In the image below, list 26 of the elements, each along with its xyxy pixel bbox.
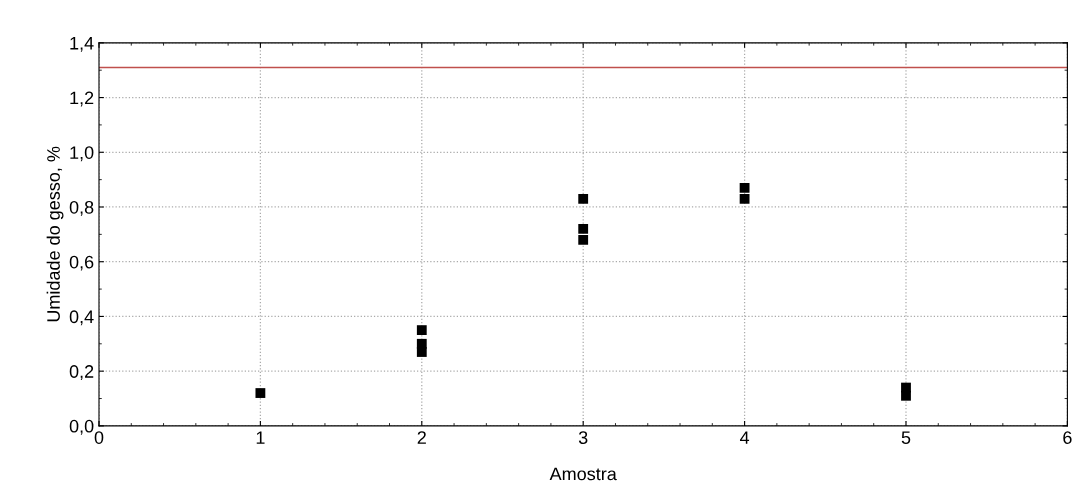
x-tick-label: 5 [901,431,911,444]
y-tick-label: 0,2 [69,365,94,381]
point [255,388,266,398]
y-tick-label: 0,4 [69,310,94,326]
x-tick-label: 6 [1063,431,1072,444]
x-tick-label: 0 [94,431,104,444]
y-tick-label: 1,2 [70,91,94,107]
y-tick-label: 1,4 [70,36,94,52]
point [416,347,427,357]
point [739,182,750,193]
point [739,193,750,204]
x-axis-title: Amostra [549,467,617,481]
x-tick-label: 4 [739,431,750,444]
x-tick-label: 2 [417,431,426,444]
y-tick-label: 0,6 [69,255,94,271]
x-tick-label: 3 [578,431,588,444]
point [578,223,589,234]
y-tick-label: 0,8 [69,200,94,216]
point [416,325,427,336]
point [578,234,589,245]
x-tick-label: 1 [256,431,265,444]
y-tick-label: 1,0 [70,146,94,162]
y-tick-label: 0,0 [69,419,94,435]
y-axis-title: Umidade do gesso, % [46,146,64,322]
point [901,390,911,401]
point [578,193,589,204]
